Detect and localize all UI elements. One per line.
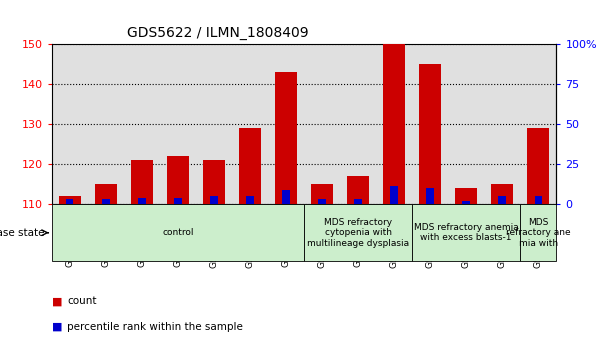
Bar	[420, 64, 441, 204]
Bar	[203, 160, 225, 204]
Text: control: control	[162, 228, 193, 237]
Bar	[282, 189, 290, 204]
Bar	[426, 188, 434, 204]
Bar	[95, 184, 117, 204]
Bar	[167, 156, 188, 204]
Bar	[390, 186, 398, 204]
Bar	[275, 72, 297, 204]
Bar	[520, 204, 556, 261]
Bar	[268, 44, 304, 204]
Bar	[210, 196, 218, 204]
Bar	[484, 44, 520, 204]
Bar	[174, 197, 182, 204]
Bar	[412, 204, 520, 261]
Bar	[520, 44, 556, 204]
Bar	[304, 44, 340, 204]
Bar	[455, 188, 477, 204]
Bar	[52, 44, 88, 204]
Text: GDS5622 / ILMN_1808409: GDS5622 / ILMN_1808409	[128, 26, 309, 40]
Bar	[160, 44, 196, 204]
Bar	[232, 44, 268, 204]
Bar	[412, 44, 448, 204]
Bar	[304, 204, 412, 261]
Bar	[491, 184, 513, 204]
Text: ■: ■	[52, 296, 62, 306]
Bar	[463, 201, 470, 204]
Bar	[376, 44, 412, 204]
Bar	[528, 128, 549, 204]
Bar	[311, 184, 333, 204]
Bar	[246, 196, 254, 204]
Bar	[88, 44, 124, 204]
Bar	[534, 196, 542, 204]
Text: percentile rank within the sample: percentile rank within the sample	[67, 322, 243, 332]
Bar	[340, 44, 376, 204]
Text: count: count	[67, 296, 97, 306]
Text: disease state: disease state	[0, 228, 44, 238]
Bar	[347, 176, 369, 204]
Bar	[52, 204, 304, 261]
Text: MDS
refractory ane
mia with: MDS refractory ane mia with	[506, 218, 571, 248]
Bar	[138, 197, 145, 204]
Bar	[448, 44, 484, 204]
Bar	[318, 199, 326, 204]
Bar	[66, 199, 74, 204]
Bar	[354, 199, 362, 204]
Bar	[59, 196, 80, 204]
Bar	[499, 196, 506, 204]
Bar	[124, 44, 160, 204]
Bar	[383, 44, 405, 204]
Text: ■: ■	[52, 322, 62, 332]
Bar	[131, 160, 153, 204]
Bar	[239, 128, 261, 204]
Bar	[102, 199, 109, 204]
Text: MDS refractory
cytopenia with
multilineage dysplasia: MDS refractory cytopenia with multilinea…	[307, 218, 409, 248]
Text: MDS refractory anemia
with excess blasts-1: MDS refractory anemia with excess blasts…	[414, 223, 519, 242]
Bar	[196, 44, 232, 204]
